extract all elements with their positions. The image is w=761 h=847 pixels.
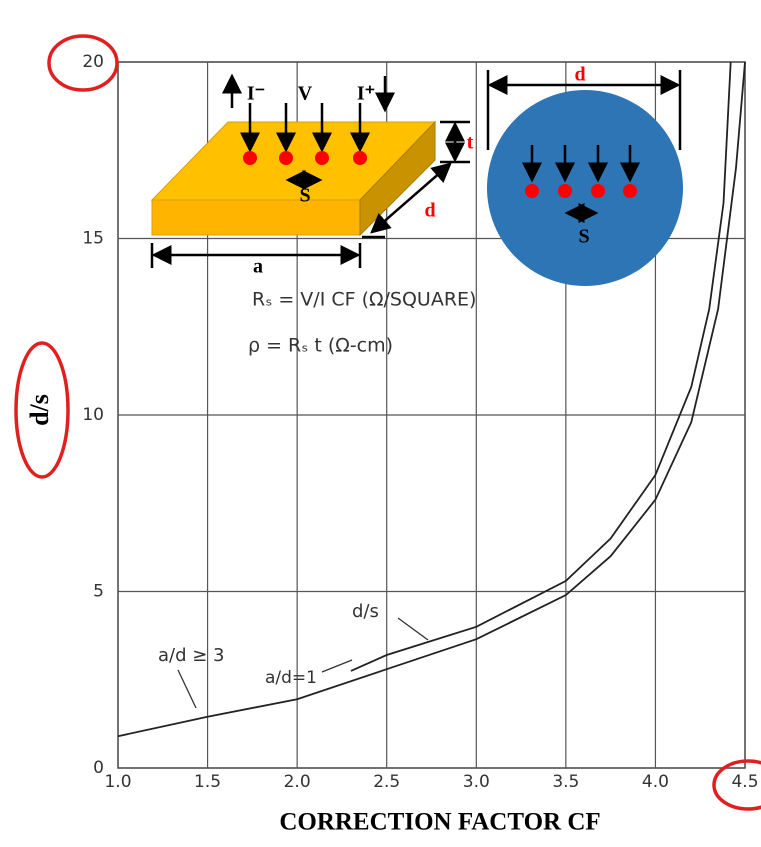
x-tick-label: 3.5 (552, 772, 579, 792)
x-tick-label: 4.0 (642, 772, 669, 792)
formula: ρ = Rₛ t (Ω-cm) (248, 335, 393, 357)
disk (487, 90, 683, 286)
formula: Rₛ = V/I CF (Ω/SQUARE) (252, 289, 476, 311)
y-tick-label: 5 (93, 582, 104, 602)
y-tick-label: 10 (82, 405, 104, 425)
x-axis-label: CORRECTION FACTOR CF (279, 809, 600, 836)
inset-label: I⁺ (357, 83, 375, 105)
x-tick-label: 2.0 (284, 772, 311, 792)
disk-inset (487, 70, 683, 286)
x-tick-label: 1.0 (104, 772, 131, 792)
x-tick-label: 3.0 (463, 772, 490, 792)
inset-label: d (424, 200, 435, 222)
leader-line (322, 660, 352, 672)
slab-inset (152, 76, 470, 268)
leader-line (398, 618, 428, 640)
inset-label: V (298, 83, 313, 105)
inset-label: t (467, 132, 474, 154)
y-tick-label: 15 (82, 229, 104, 249)
inset-label: d (574, 64, 585, 86)
annotation: a/d=1 (265, 668, 317, 688)
inset-label: S (299, 185, 310, 207)
series-label: d/s (352, 601, 379, 622)
y-axis-label: d/s (25, 394, 54, 426)
x-tick-label: 1.5 (194, 772, 221, 792)
x-tick-label: 2.5 (373, 772, 400, 792)
series-label: a/d ≥ 3 (158, 645, 225, 666)
inset-label: S (578, 226, 589, 248)
inset-label: I⁻ (247, 83, 265, 105)
slab-front (152, 200, 360, 235)
y-tick-label: 0 (93, 758, 104, 778)
leader-line (178, 670, 196, 708)
y-tick-label: 20 (82, 52, 104, 72)
inset-label: a (253, 256, 263, 278)
x-tick-label: 4.5 (731, 772, 758, 792)
chart: 1.0 1.5 2.0 2.5 3.0 3.5 4.0 4.5 0 5 10 15 20 a/d ≥ 3 d… (0, 0, 761, 847)
